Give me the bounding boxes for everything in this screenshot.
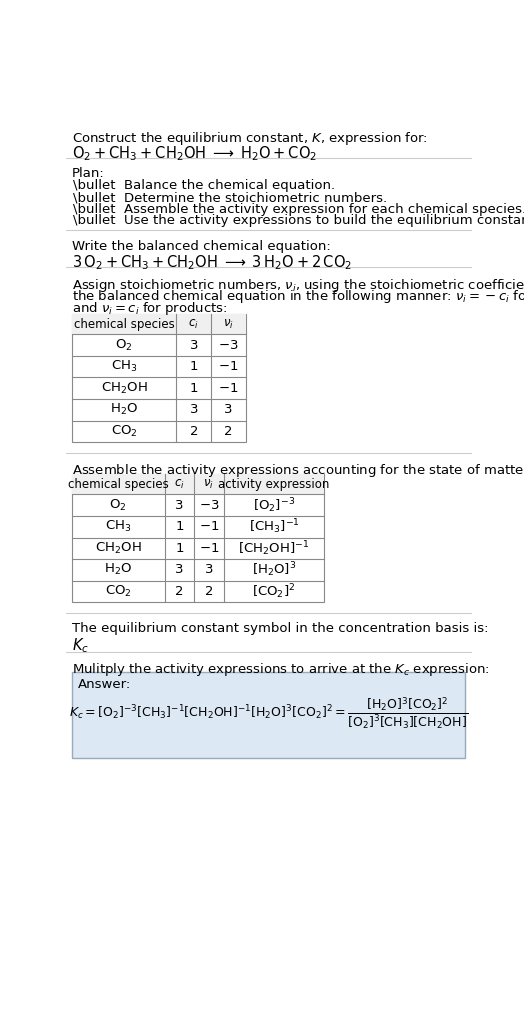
Text: $\mathrm{CH_3}$: $\mathrm{CH_3}$ <box>105 520 132 534</box>
Text: Mulitply the activity expressions to arrive at the $K_c$ expression:: Mulitply the activity expressions to arr… <box>72 661 489 678</box>
Text: $-1$: $-1$ <box>199 542 219 554</box>
Text: $K_c = [\mathrm{O_2}]^{-3}[\mathrm{CH_3}]^{-1}[\mathrm{CH_2OH}]^{-1}[\mathrm{H_2: $K_c = [\mathrm{O_2}]^{-3}[\mathrm{CH_3}… <box>69 695 468 731</box>
Text: $\mathrm{CO_2}$: $\mathrm{CO_2}$ <box>105 584 132 599</box>
Text: $-1$: $-1$ <box>219 382 239 395</box>
Text: $\mathrm{CH_2OH}$: $\mathrm{CH_2OH}$ <box>101 381 147 396</box>
Text: 3: 3 <box>190 339 198 351</box>
Text: 1: 1 <box>190 382 198 395</box>
Text: and $\nu_i = c_i$ for products:: and $\nu_i = c_i$ for products: <box>72 299 227 317</box>
Text: \bullet  Balance the chemical equation.: \bullet Balance the chemical equation. <box>73 180 335 193</box>
Text: $c_i$: $c_i$ <box>174 478 185 491</box>
FancyBboxPatch shape <box>72 314 246 334</box>
Text: $\nu_i$: $\nu_i$ <box>223 318 234 331</box>
Text: $\mathrm{H_2O}$: $\mathrm{H_2O}$ <box>104 563 132 578</box>
Text: activity expression: activity expression <box>219 478 330 491</box>
Text: 3: 3 <box>224 403 233 417</box>
Text: Plan:: Plan: <box>72 167 104 180</box>
Text: $-1$: $-1$ <box>199 521 219 533</box>
Text: $\mathrm{O_2}$: $\mathrm{O_2}$ <box>110 497 127 513</box>
Text: 1: 1 <box>190 360 198 373</box>
Text: Assemble the activity expressions accounting for the state of matter and $\nu_i$: Assemble the activity expressions accoun… <box>72 463 524 479</box>
Text: 3: 3 <box>190 403 198 417</box>
Text: $-3$: $-3$ <box>199 498 219 512</box>
Text: $[\mathrm{CO_2}]^{2}$: $[\mathrm{CO_2}]^{2}$ <box>252 582 296 600</box>
Text: Answer:: Answer: <box>78 678 131 690</box>
Text: 2: 2 <box>224 425 233 438</box>
Text: 1: 1 <box>175 542 184 554</box>
Text: Assign stoichiometric numbers, $\nu_i$, using the stoichiometric coefficients, $: Assign stoichiometric numbers, $\nu_i$, … <box>72 277 524 293</box>
Text: $\mathrm{O_2 + CH_3 + CH_2OH \;\longrightarrow\; H_2O + CO_2}$: $\mathrm{O_2 + CH_3 + CH_2OH \;\longrigh… <box>72 144 317 162</box>
Text: 2: 2 <box>175 585 184 598</box>
Text: \bullet  Assemble the activity expression for each chemical species.: \bullet Assemble the activity expression… <box>73 202 524 215</box>
Text: Construct the equilibrium constant, $K$, expression for:: Construct the equilibrium constant, $K$,… <box>72 131 428 147</box>
Text: 3: 3 <box>175 564 184 577</box>
Text: $K_c$: $K_c$ <box>72 636 89 654</box>
Text: $c_i$: $c_i$ <box>189 318 199 331</box>
Text: $\mathrm{CH_2OH}$: $\mathrm{CH_2OH}$ <box>95 541 141 555</box>
Text: chemical species: chemical species <box>74 318 174 331</box>
Text: 1: 1 <box>175 521 184 533</box>
Text: 2: 2 <box>205 585 213 598</box>
Text: $[\mathrm{CH_3}]^{-1}$: $[\mathrm{CH_3}]^{-1}$ <box>248 518 299 536</box>
Text: $\mathrm{O_2}$: $\mathrm{O_2}$ <box>115 338 133 352</box>
FancyBboxPatch shape <box>72 475 324 494</box>
Text: $\nu_i$: $\nu_i$ <box>203 478 214 491</box>
Text: Write the balanced chemical equation:: Write the balanced chemical equation: <box>72 240 331 252</box>
Text: \bullet  Use the activity expressions to build the equilibrium constant expressi: \bullet Use the activity expressions to … <box>73 214 524 227</box>
Text: 3: 3 <box>175 498 184 512</box>
Text: 3: 3 <box>205 564 213 577</box>
Text: $\mathrm{3\,O_2 + CH_3 + CH_2OH \;\longrightarrow\; 3\,H_2O + 2\,CO_2}$: $\mathrm{3\,O_2 + CH_3 + CH_2OH \;\longr… <box>72 253 352 273</box>
Text: The equilibrium constant symbol in the concentration basis is:: The equilibrium constant symbol in the c… <box>72 622 488 635</box>
FancyBboxPatch shape <box>72 475 324 602</box>
Text: $[\mathrm{H_2O}]^{3}$: $[\mathrm{H_2O}]^{3}$ <box>252 561 296 579</box>
Text: chemical species: chemical species <box>68 478 169 491</box>
FancyBboxPatch shape <box>72 672 465 758</box>
Text: \bullet  Determine the stoichiometric numbers.: \bullet Determine the stoichiometric num… <box>73 191 387 204</box>
Text: $-3$: $-3$ <box>219 339 239 351</box>
Text: $\mathrm{CH_3}$: $\mathrm{CH_3}$ <box>111 359 137 374</box>
Text: the balanced chemical equation in the following manner: $\nu_i = -c_i$ for react: the balanced chemical equation in the fo… <box>72 288 524 305</box>
Text: $[\mathrm{CH_2OH}]^{-1}$: $[\mathrm{CH_2OH}]^{-1}$ <box>238 539 310 557</box>
FancyBboxPatch shape <box>72 314 246 442</box>
Text: 2: 2 <box>190 425 198 438</box>
Text: $\mathrm{CO_2}$: $\mathrm{CO_2}$ <box>111 424 137 439</box>
Text: $[\mathrm{O_2}]^{-3}$: $[\mathrm{O_2}]^{-3}$ <box>253 496 295 515</box>
Text: $-1$: $-1$ <box>219 360 239 373</box>
Text: $\mathrm{H_2O}$: $\mathrm{H_2O}$ <box>110 402 138 418</box>
